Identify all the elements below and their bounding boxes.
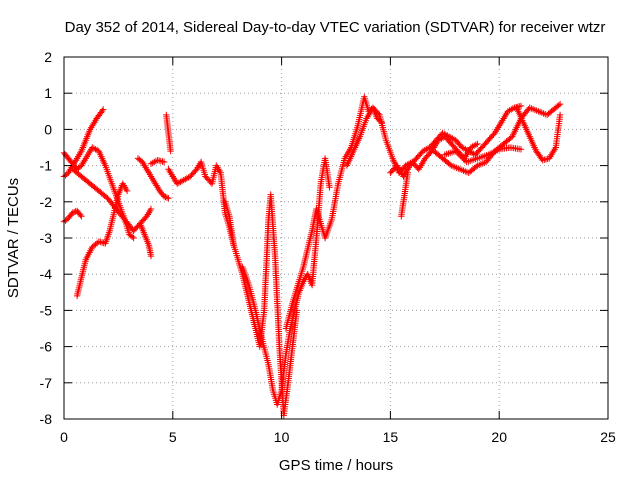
y-tick-labels: -8 -7 -6 -5 -4 -3 -2 -1 0 1 2: [40, 49, 53, 427]
series-arc-12: [239, 155, 333, 408]
series-arc-5: [69, 166, 155, 234]
x-tick-label: 10: [274, 429, 290, 445]
y-tick-label: 1: [44, 85, 52, 101]
series-markers: [513, 104, 564, 164]
series-arc-15: [387, 102, 525, 180]
series-markers: [163, 111, 174, 155]
series-arc-9: [163, 111, 174, 155]
y-axis-title: SDTVAR / TECUs: [5, 178, 22, 298]
x-tick-label: 15: [383, 429, 399, 445]
series-markers: [398, 169, 411, 220]
series-markers: [387, 102, 525, 180]
x-tick-label: 5: [169, 429, 177, 445]
series-arc-18: [513, 104, 564, 164]
x-axis-title: GPS time / hours: [279, 457, 393, 474]
axis-ticks: [63, 56, 609, 420]
series-arc-19: [398, 169, 411, 220]
series-markers: [73, 180, 131, 300]
y-tick-label: 0: [44, 121, 52, 137]
series-markers: [137, 220, 155, 260]
grid-lines: [64, 57, 608, 419]
y-tick-label: -1: [40, 158, 53, 174]
series-markers: [441, 144, 525, 166]
y-tick-label: -2: [40, 194, 53, 210]
series-arc-8: [147, 157, 168, 167]
y-tick-label: -5: [40, 302, 53, 318]
data-series-layer: [60, 93, 564, 419]
x-tick-label: 20: [491, 429, 507, 445]
y-tick-label: -6: [40, 339, 53, 355]
series-markers: [239, 155, 333, 408]
series-arc-4: [73, 180, 131, 300]
chart-title: Day 352 of 2014, Sidereal Day-to-day VTE…: [65, 19, 606, 36]
series-markers: [69, 166, 155, 234]
series-markers: [147, 157, 168, 167]
y-tick-label: -8: [40, 411, 53, 427]
x-tick-label: 25: [600, 429, 616, 445]
y-tick-label: -3: [40, 230, 53, 246]
y-tick-label: -7: [40, 375, 53, 391]
y-tick-label: -4: [40, 266, 53, 282]
series-arc-17: [441, 144, 525, 166]
x-tick-label: 0: [60, 429, 68, 445]
series-arc-6: [137, 220, 155, 260]
series-markers: [134, 155, 172, 202]
y-tick-label: 2: [44, 49, 52, 65]
series-arc-7: [134, 155, 172, 202]
series-markers: [282, 93, 385, 332]
x-tick-labels: 0 5 10 15 20 25: [60, 429, 616, 445]
